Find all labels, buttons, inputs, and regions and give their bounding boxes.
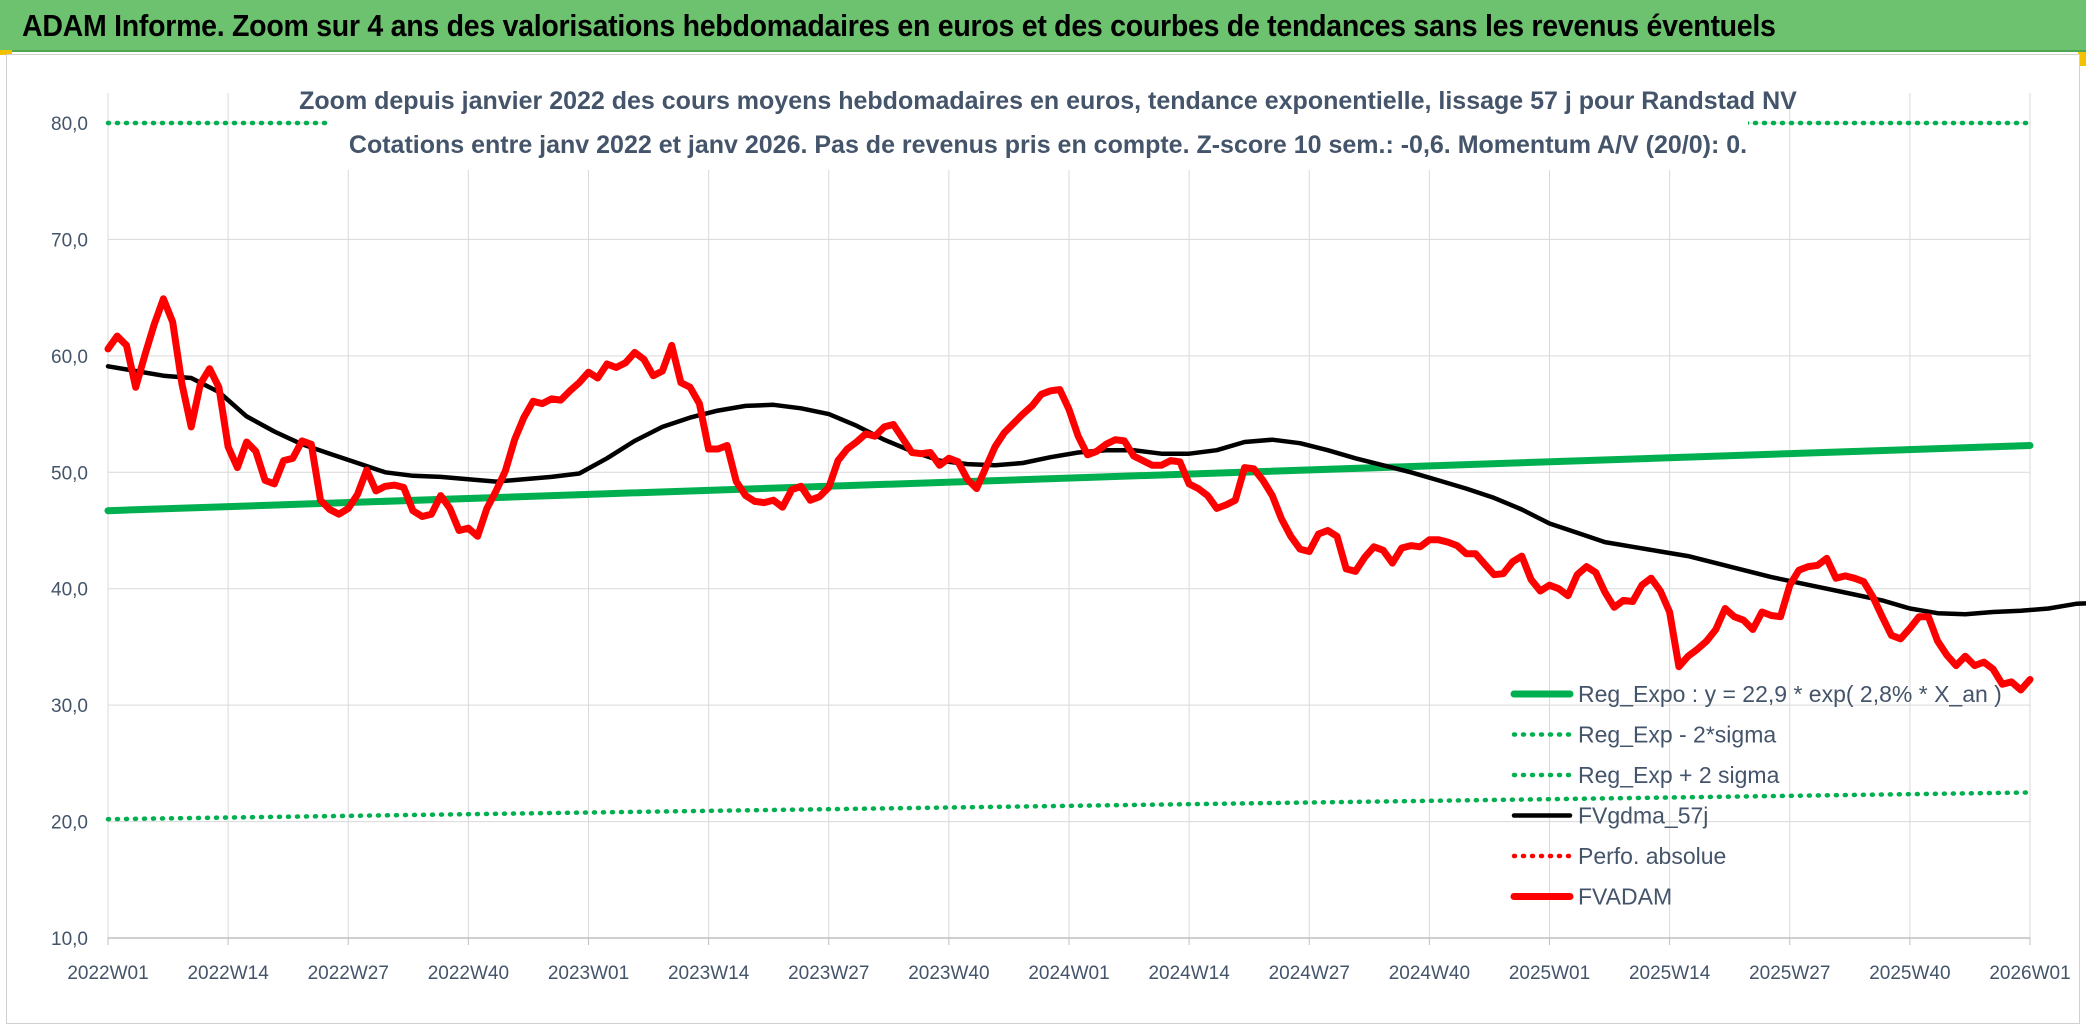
y-tick-label: 60,0 (51, 347, 88, 368)
x-tick-label: 2023W27 (788, 963, 869, 984)
fvadam-line (104, 295, 2034, 694)
reg-expo-line (104, 442, 2034, 515)
y-tick-label: 70,0 (51, 230, 88, 251)
x-tick-label: 2022W40 (428, 963, 509, 984)
x-tick-label: 2023W14 (668, 963, 750, 984)
y-tick-label: 20,0 (51, 813, 88, 834)
y-tick-label: 30,0 (51, 696, 88, 717)
report-banner: ADAM Informe. Zoom sur 4 ans des valoris… (0, 0, 2086, 52)
title-backdrop (328, 78, 1748, 170)
corner-marker (0, 50, 12, 55)
x-tick-label: 2023W40 (908, 963, 989, 984)
y-tick-label: 80,0 (51, 114, 88, 135)
report-title: ADAM Informe. Zoom sur 4 ans des valoris… (22, 8, 1776, 43)
x-tick-label: 2022W01 (67, 963, 148, 984)
x-tick-label: 2025W40 (1869, 963, 1950, 984)
axes: 10,0 20,0 30,0 40,0 50,0 60,0 70,0 80,0 2022W01 2… (51, 114, 2071, 984)
x-tick-label: 2025W01 (1509, 963, 1590, 984)
legend-label-fvadam: FVADAM (1578, 884, 1672, 910)
legend-label-reg-exp-plus-2sigma: Reg_Exp + 2 sigma (1578, 762, 1780, 788)
legend-label-perfo-absolue: Perfo. absolue (1578, 843, 1726, 869)
x-tick-label: 2024W14 (1148, 963, 1230, 984)
corner-marker (2078, 52, 2086, 66)
chart-title-line-1: Zoom depuis janvier 2022 des cours moyen… (299, 87, 1797, 115)
x-tick-label: 2024W27 (1269, 963, 1350, 984)
x-tick-label: 2022W27 (308, 963, 389, 984)
legend-label-fvgdma: FVgdma_57j (1578, 803, 1708, 829)
legend-label-reg-expo: Reg_Expo : y = 22,9 * exp( 2,8% * X_an ) (1578, 681, 2002, 707)
x-tick-label: 2024W01 (1028, 963, 1109, 984)
chart-frame (6, 54, 2080, 1024)
grid (107, 93, 2031, 939)
x-tick-label: 2025W27 (1749, 963, 1830, 984)
x-tick-label: 2026W01 (1989, 963, 2070, 984)
y-tick-label: 40,0 (51, 580, 88, 601)
series-layer (104, 78, 2086, 822)
x-tick-label: 2022W14 (187, 963, 269, 984)
x-tick-label: 2024W40 (1389, 963, 1470, 984)
reg-exp-minus-2sigma-line (105, 790, 2033, 822)
fvgdma-line (105, 364, 2086, 617)
x-tick-label: 2023W01 (548, 963, 629, 984)
y-tick-label: 50,0 (51, 463, 88, 484)
legend: Reg_Expo : y = 22,9 * exp( 2,8% * X_an )… (1510, 681, 2002, 910)
x-tick-label: 2025W14 (1629, 963, 1711, 984)
chart-title-line-2: Cotations entre janv 2022 et janv 2026. … (349, 131, 1747, 159)
y-tick-label: 10,0 (51, 929, 88, 950)
legend-label-reg-exp-minus-2sigma: Reg_Exp - 2*sigma (1578, 722, 1776, 748)
chart-title-block: Zoom depuis janvier 2022 des cours moyen… (299, 87, 1797, 159)
